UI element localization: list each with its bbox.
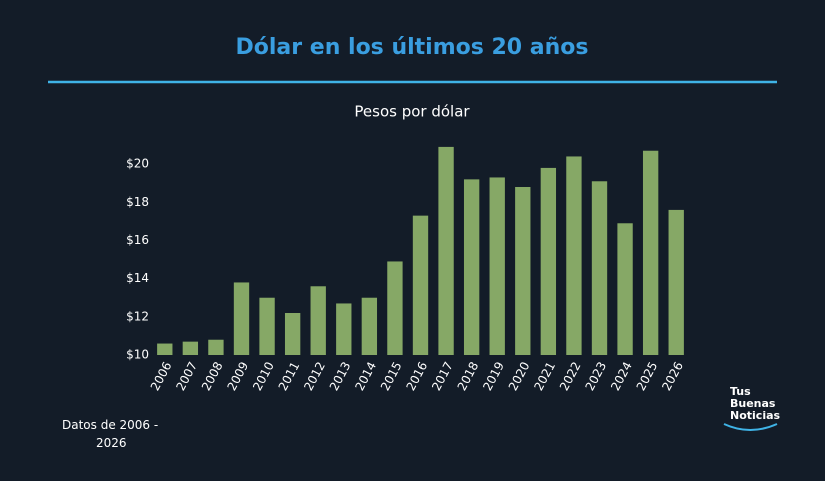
bar bbox=[233, 282, 250, 355]
note-text-wrap: 2026 bbox=[96, 436, 127, 450]
bar bbox=[540, 167, 557, 355]
x-tick-label: 2009 bbox=[225, 359, 252, 393]
x-tick-label: 2013 bbox=[327, 359, 354, 393]
bar bbox=[336, 303, 352, 355]
x-tick-label: 2006 bbox=[148, 359, 175, 393]
bar bbox=[259, 297, 275, 355]
bar bbox=[463, 179, 480, 355]
x-tick-label: 2020 bbox=[506, 359, 533, 393]
x-tick-label: 2011 bbox=[276, 359, 303, 393]
chart-subtitle: Pesos por dólar bbox=[354, 103, 470, 121]
bar bbox=[182, 341, 199, 355]
x-tick-label: 2012 bbox=[301, 359, 328, 393]
chart-title: Dólar en los últimos 20 años bbox=[236, 35, 589, 60]
x-tick-label: 2017 bbox=[429, 359, 456, 393]
logo-line: Tus bbox=[730, 385, 751, 398]
logo-line: Noticias bbox=[730, 409, 781, 422]
logo-line: Buenas bbox=[730, 397, 776, 410]
bar bbox=[157, 343, 173, 355]
bar bbox=[591, 181, 608, 355]
bar bbox=[515, 187, 531, 355]
x-tick-label: 2024 bbox=[608, 359, 635, 393]
y-tick-label: $12 bbox=[126, 309, 149, 323]
x-tick-label: 2025 bbox=[634, 359, 661, 393]
x-tick-label: 2023 bbox=[583, 359, 610, 393]
x-tick-label: 2021 bbox=[531, 359, 558, 393]
bar bbox=[489, 177, 505, 355]
bar bbox=[668, 209, 684, 355]
x-tick-label: 2015 bbox=[378, 359, 405, 393]
x-tick-label: 2008 bbox=[199, 359, 226, 393]
x-tick-label: 2016 bbox=[404, 359, 431, 393]
bar bbox=[284, 313, 301, 355]
bar bbox=[310, 286, 326, 355]
x-tick-label: 2007 bbox=[173, 359, 200, 393]
y-tick-label: $16 bbox=[126, 233, 149, 247]
y-tick-label: $18 bbox=[126, 195, 149, 209]
bar bbox=[208, 339, 224, 355]
logo-swoosh bbox=[723, 423, 778, 431]
note-text: Datos de 2006 - bbox=[62, 418, 158, 432]
bar bbox=[438, 146, 454, 355]
bar bbox=[617, 223, 633, 355]
x-tick-label: 2026 bbox=[659, 359, 686, 393]
x-tick-label: 2019 bbox=[480, 359, 507, 393]
x-tick-label: 2022 bbox=[557, 359, 584, 393]
y-tick-label: $20 bbox=[126, 157, 149, 171]
x-tick-label: 2018 bbox=[455, 359, 482, 393]
bar bbox=[412, 215, 429, 355]
x-tick-label: 2014 bbox=[352, 359, 379, 393]
bar bbox=[387, 261, 403, 355]
y-tick-label: $10 bbox=[126, 348, 149, 362]
logo: Tus Buenas Noticias bbox=[723, 385, 781, 431]
bar bbox=[566, 156, 582, 355]
bar bbox=[642, 150, 659, 355]
x-tick-label: 2010 bbox=[250, 359, 277, 393]
y-tick-label: $14 bbox=[126, 271, 149, 285]
note: Datos de 2006 - 2026 bbox=[62, 418, 162, 450]
bar bbox=[361, 297, 378, 355]
